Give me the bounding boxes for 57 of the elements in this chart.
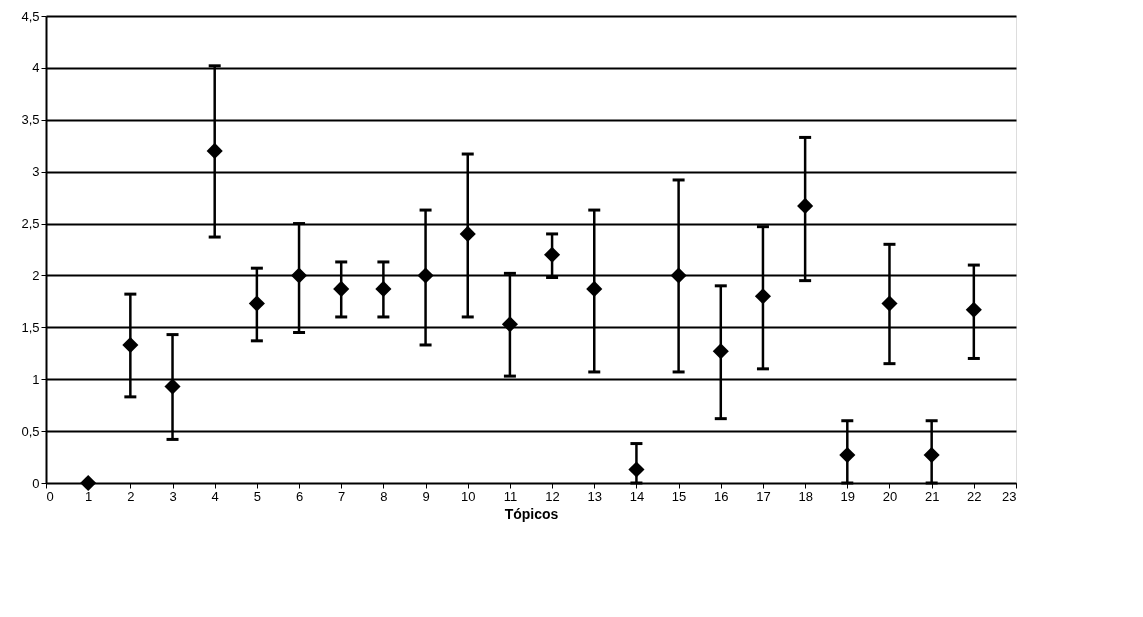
point <box>501 316 518 333</box>
x-tick-label: 8 <box>380 488 388 504</box>
x-tick-label: 1 <box>85 488 93 504</box>
point <box>375 280 392 297</box>
point <box>80 474 97 492</box>
x-tick-label: 22 <box>967 488 982 504</box>
y-tick-label: 3,5 <box>21 112 40 128</box>
y-tick-label: 3 <box>32 164 40 180</box>
point <box>122 336 139 354</box>
y-tick-label: 0 <box>32 475 40 491</box>
point <box>839 446 856 464</box>
x-tick-label: 16 <box>714 488 729 504</box>
y-tick-label: 2,5 <box>21 216 40 232</box>
point <box>881 295 898 312</box>
x-tick-label: 18 <box>798 488 813 504</box>
x-tick-label: 14 <box>629 488 645 504</box>
point <box>923 446 940 464</box>
point <box>754 288 772 305</box>
point <box>248 295 265 312</box>
x-tick-label: 21 <box>924 488 940 504</box>
x-tick-label: 17 <box>756 488 771 504</box>
x-tick-label: 20 <box>882 488 898 504</box>
x-tick-label: 12 <box>545 488 560 504</box>
x-tick-label: 6 <box>295 488 304 504</box>
x-axis-title: Tópicos <box>504 505 559 522</box>
point <box>206 142 223 159</box>
x-tick-label: 23 <box>1002 488 1017 504</box>
point <box>333 280 350 297</box>
point <box>417 267 434 284</box>
x-tick-label: 13 <box>587 488 602 504</box>
y-tick-label: 1,5 <box>21 319 40 335</box>
point <box>290 267 308 284</box>
point <box>797 197 814 214</box>
x-tick-label: 19 <box>840 488 856 504</box>
y-tick-label: 2 <box>32 267 40 283</box>
x-tick-label: 15 <box>671 488 687 504</box>
x-tick-label: 11 <box>503 488 518 504</box>
point <box>544 246 561 263</box>
x-tick-label: 5 <box>253 488 261 504</box>
x-tick-label: 0 <box>46 488 54 504</box>
point <box>586 280 603 297</box>
y-tick-label: 1 <box>32 371 40 387</box>
x-tick-label: 9 <box>422 488 430 504</box>
point <box>670 267 687 284</box>
point <box>628 461 645 478</box>
x-tick-label: 10 <box>461 488 476 504</box>
x-tick-label: 2 <box>127 488 135 504</box>
point <box>459 225 476 242</box>
point <box>712 343 729 360</box>
point <box>965 301 982 318</box>
y-tick-label: 0,5 <box>21 423 40 439</box>
x-tick-label: 3 <box>169 488 177 504</box>
y-tick-label: 4 <box>32 60 40 76</box>
y-tick-label: 4,5 <box>21 8 40 24</box>
x-tick-label: 4 <box>211 488 219 504</box>
point <box>164 378 181 395</box>
x-tick-label: 7 <box>338 488 346 504</box>
